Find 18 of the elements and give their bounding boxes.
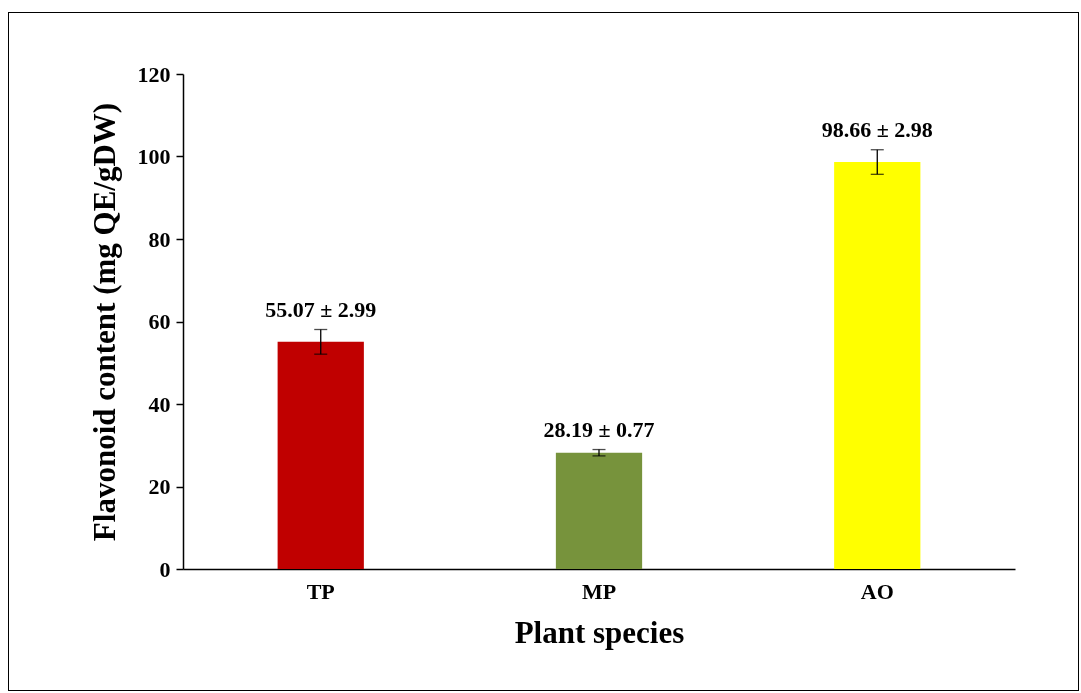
bar bbox=[277, 341, 364, 569]
data-label: 28.19 ± 0.77 bbox=[543, 416, 655, 442]
y-tick-label: 120 bbox=[137, 61, 171, 87]
y-tick-label: 100 bbox=[137, 144, 171, 169]
y-tick-label: 40 bbox=[148, 391, 171, 417]
y-tick-label: 20 bbox=[148, 474, 171, 499]
y-tick-label: 60 bbox=[148, 309, 171, 334]
bar bbox=[555, 452, 643, 569]
data-label: 55.07 ± 2.99 bbox=[265, 296, 377, 322]
data-label: 98.66 ± 2.98 bbox=[821, 116, 933, 142]
y-tick-label: 80 bbox=[148, 226, 171, 252]
bar bbox=[834, 162, 921, 569]
x-axis-title: Plant species bbox=[514, 614, 685, 650]
x-tick-label: AO bbox=[860, 578, 894, 604]
x-tick-label: MP bbox=[581, 578, 617, 604]
y-tick-label: 0 bbox=[159, 556, 171, 582]
y-axis-title: Flavonoid content (mg QE/gDW) bbox=[86, 102, 122, 542]
x-tick-label: TP bbox=[306, 578, 335, 604]
